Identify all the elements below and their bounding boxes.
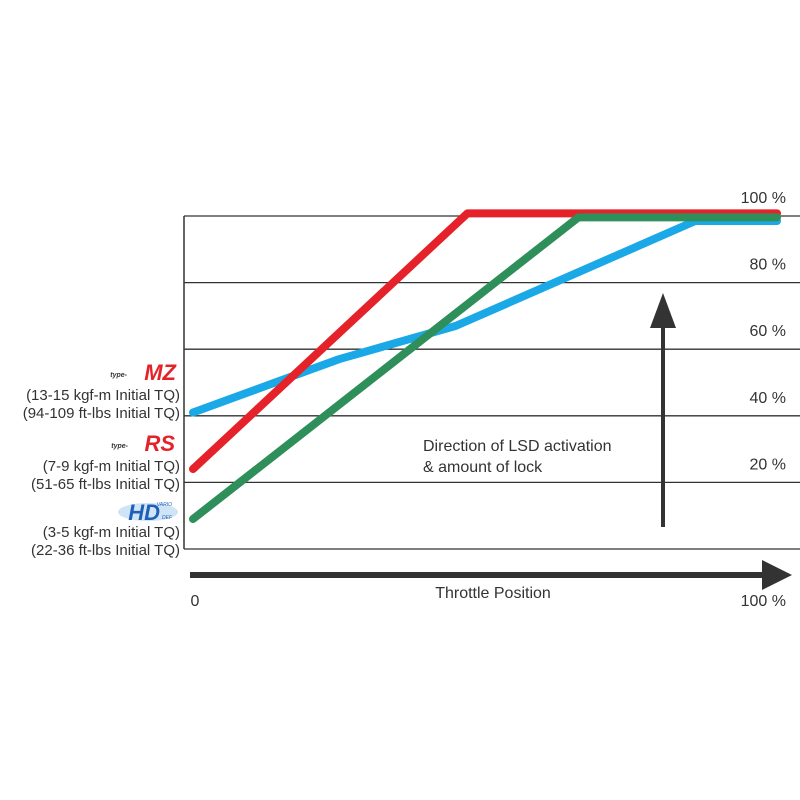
hd-logo-glow: [118, 503, 178, 521]
y-tick-label: 20 %: [750, 456, 786, 473]
x-axis-label: Throttle Position: [435, 585, 551, 602]
x-tick-100: 100 %: [741, 593, 786, 610]
hd-logo-vario: VARIO: [157, 502, 172, 508]
legend-rs: type- RS (7-9 kgf-m Initial TQ) (51-65 f…: [31, 431, 180, 493]
mz-line-2: (94-109 ft-lbs Initial TQ): [23, 405, 180, 422]
rs-logo: RS: [144, 431, 175, 456]
legend-hd: HD VARIO DEF (3-5 kgf-m Initial TQ) (22-…: [31, 500, 180, 559]
mz-logo-prefix: type-: [110, 372, 127, 379]
mz-line-1: (13-15 kgf-m Initial TQ): [26, 387, 180, 404]
annotation-line-1: Direction of LSD activation: [423, 438, 612, 455]
hd-logo-def: DEF: [162, 515, 173, 521]
rs-line-1: (7-9 kgf-m Initial TQ): [43, 458, 180, 475]
x-axis-arrow-head: [762, 560, 792, 590]
annotation-line-2: & amount of lock: [423, 459, 543, 476]
hd-line-2: (22-36 ft-lbs Initial TQ): [31, 542, 180, 559]
mz-logo: MZ: [144, 360, 177, 385]
series-line-rs: [189, 209, 781, 474]
hd-line-1: (3-5 kgf-m Initial TQ): [43, 524, 180, 541]
y-tick-label: 80 %: [750, 257, 786, 274]
y-tick-label: 100 %: [741, 190, 786, 207]
rs-logo-prefix: type-: [111, 443, 128, 450]
series-line-hd: [189, 213, 781, 524]
legend-mz: type- MZ (13-15 kgf-m Initial TQ) (94-10…: [23, 360, 180, 422]
y-tick-label: 60 %: [750, 323, 786, 340]
rs-line-2: (51-65 ft-lbs Initial TQ): [31, 476, 180, 493]
y-tick-label: 40 %: [750, 390, 786, 407]
x-tick-0: 0: [191, 593, 200, 610]
lsd-direction-arrow-head: [650, 293, 676, 328]
hd-logo: HD: [128, 500, 160, 525]
